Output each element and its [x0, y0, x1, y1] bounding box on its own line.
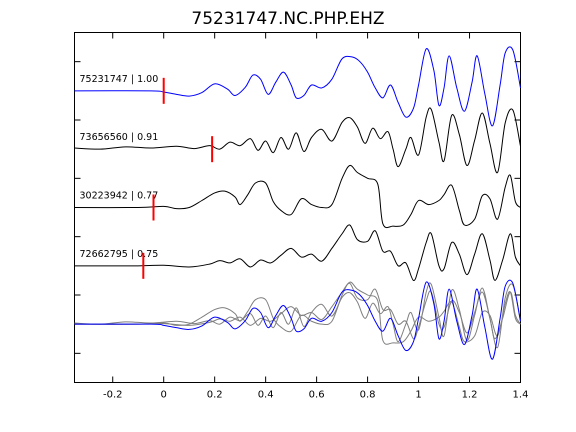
- trace-labels: 75231747 | 1.00 73656560 | 0.91 30223942 |…: [80, 74, 159, 260]
- x-tick-label: 0.2: [207, 390, 223, 401]
- x-tick-label: 1.2: [462, 390, 478, 401]
- waveform-trace-0: [74, 46, 521, 127]
- x-tick-label: -0.2: [103, 390, 123, 401]
- chart-title: 75231747.NC.PHP.EHZ: [191, 9, 384, 29]
- trace-label-3: 72662795 | 0.75: [80, 249, 159, 260]
- waveform-trace-2: [74, 164, 521, 229]
- x-tick-label: 1.4: [513, 390, 529, 401]
- waveform-trace-3: [74, 224, 521, 281]
- overlay-trace-primary: [74, 279, 521, 360]
- x-tick-label: 0.8: [360, 390, 376, 401]
- x-tick-label: 0.6: [309, 390, 325, 401]
- overlay-trace-3: [74, 282, 521, 340]
- overlay-trace-1: [74, 282, 521, 349]
- traces-group: [74, 46, 521, 281]
- x-tick-label: 1: [415, 390, 421, 401]
- trace-label-1: 73656560 | 0.91: [80, 132, 159, 143]
- overlay-trace-2: [74, 281, 521, 345]
- trace-label-0: 75231747 | 1.00: [80, 74, 159, 85]
- x-tick-label: 0: [161, 390, 167, 401]
- trace-label-2: 30223942 | 0.77: [80, 191, 159, 202]
- waveform-trace-1: [74, 107, 521, 174]
- pick-markers: [142, 77, 214, 279]
- x-axis: -0.2 0 0.2 0.4 0.6 0.8 1 1.2 1.4: [103, 32, 529, 401]
- x-tick-label: 0.4: [258, 390, 274, 401]
- overlay-group: [74, 279, 521, 360]
